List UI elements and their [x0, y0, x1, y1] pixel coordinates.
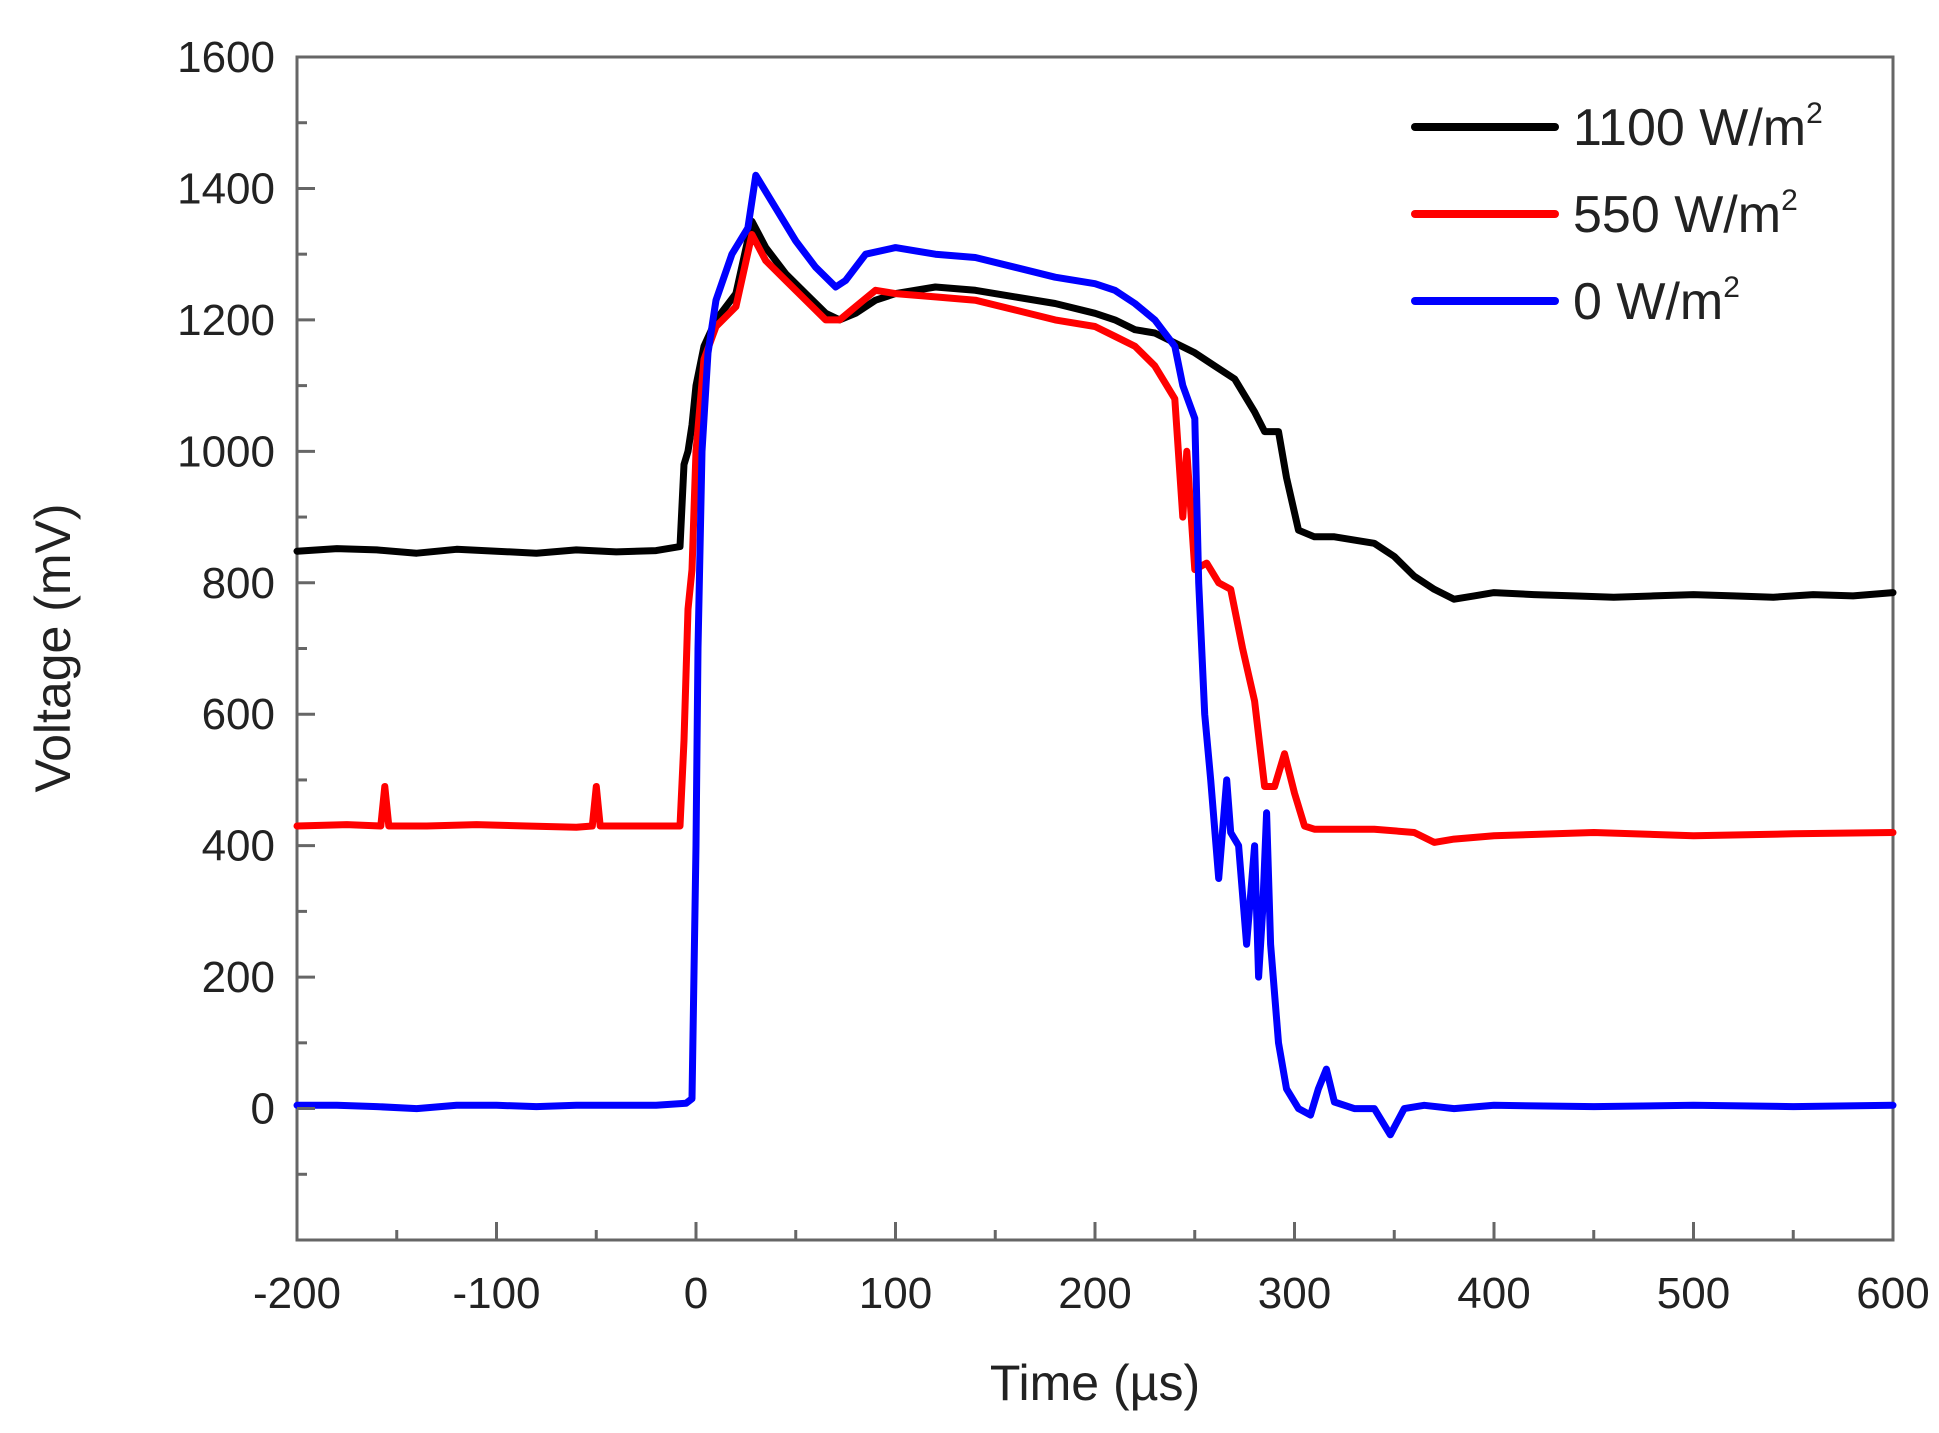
series-line-2: [293, 171, 1897, 1139]
y-axis-title: Voltage (mV): [25, 503, 81, 792]
x-tick-label: 100: [859, 1269, 932, 1318]
x-tick-label: -200: [253, 1269, 341, 1318]
y-tick-label: 1400: [177, 164, 275, 213]
y-tick-label: 600: [202, 690, 275, 739]
series-line-0: [293, 217, 1897, 603]
legend-superscript: 2: [1781, 184, 1798, 217]
x-tick-label: 0: [684, 1269, 708, 1318]
axis-ticks: -200 -100 0 100 200 300 400 500 600 0 200 400 600 800…: [177, 33, 1930, 1318]
legend-superscript: 2: [1723, 271, 1740, 304]
legend-label-1: 550 W/m2: [1573, 184, 1798, 244]
x-tick-label: -100: [452, 1269, 540, 1318]
legend-label-0: 1100 W/m2: [1573, 97, 1823, 157]
x-tick-label: 500: [1657, 1269, 1730, 1318]
x-tick-label: 300: [1258, 1269, 1331, 1318]
legend-superscript: 2: [1806, 97, 1823, 130]
legend: 1100 W/m2 550 W/m2 0 W/m2: [1411, 97, 1823, 331]
y-tick-label: 1600: [177, 33, 275, 82]
y-tick-label: 0: [251, 1085, 275, 1134]
x-axis-title: Time (µs): [990, 1355, 1200, 1411]
x-tick-label: 400: [1457, 1269, 1530, 1318]
y-tick-label: 1200: [177, 296, 275, 345]
series-line-1: [293, 231, 1897, 846]
legend-label-2: 0 W/m2: [1573, 271, 1740, 331]
x-tick-label: 200: [1058, 1269, 1131, 1318]
x-tick-label: 600: [1856, 1269, 1929, 1318]
series-layer: [293, 171, 1897, 1139]
y-tick-label: 400: [202, 822, 275, 871]
y-tick-label: 800: [202, 559, 275, 608]
y-tick-label: 200: [202, 953, 275, 1002]
y-tick-label: 1000: [177, 427, 275, 476]
